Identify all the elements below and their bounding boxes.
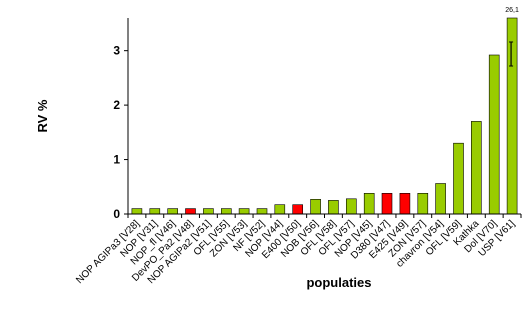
bar: [328, 200, 339, 215]
bar: [345, 198, 357, 215]
bar: [131, 208, 143, 215]
y-tick-label: 2: [113, 98, 120, 112]
bar: [453, 142, 464, 215]
bar: [310, 199, 321, 215]
bars-group: [131, 17, 518, 215]
bar: [238, 208, 250, 215]
bar: [488, 54, 500, 215]
axes: [127, 18, 522, 218]
bar: [149, 208, 161, 215]
category-labels: NOP AGIPa3 [V28]NOP [V31]NOP_fl [V46]Dev…: [74, 218, 517, 286]
bar: [506, 17, 518, 215]
y-tick-label: 0: [113, 207, 120, 221]
bar: [167, 208, 178, 215]
bar: [274, 204, 286, 215]
y-tick-label: 1: [113, 153, 120, 167]
bar: [203, 208, 214, 215]
bar: [470, 121, 482, 215]
bar: [435, 183, 446, 215]
bar: [399, 193, 411, 215]
y-tick-label: 3: [113, 44, 120, 58]
bar: [292, 204, 304, 215]
bar: [221, 208, 232, 215]
bar: [381, 193, 393, 215]
bar: [363, 193, 375, 215]
y-ticks: 0 1 2 3: [113, 44, 128, 221]
overflow-annotation: 26,1: [505, 7, 519, 14]
y-axis-title: RV %: [35, 99, 50, 132]
bar: [417, 193, 429, 215]
bar: [256, 208, 268, 215]
bar: [185, 208, 196, 215]
x-axis-title: populaties: [306, 275, 371, 290]
